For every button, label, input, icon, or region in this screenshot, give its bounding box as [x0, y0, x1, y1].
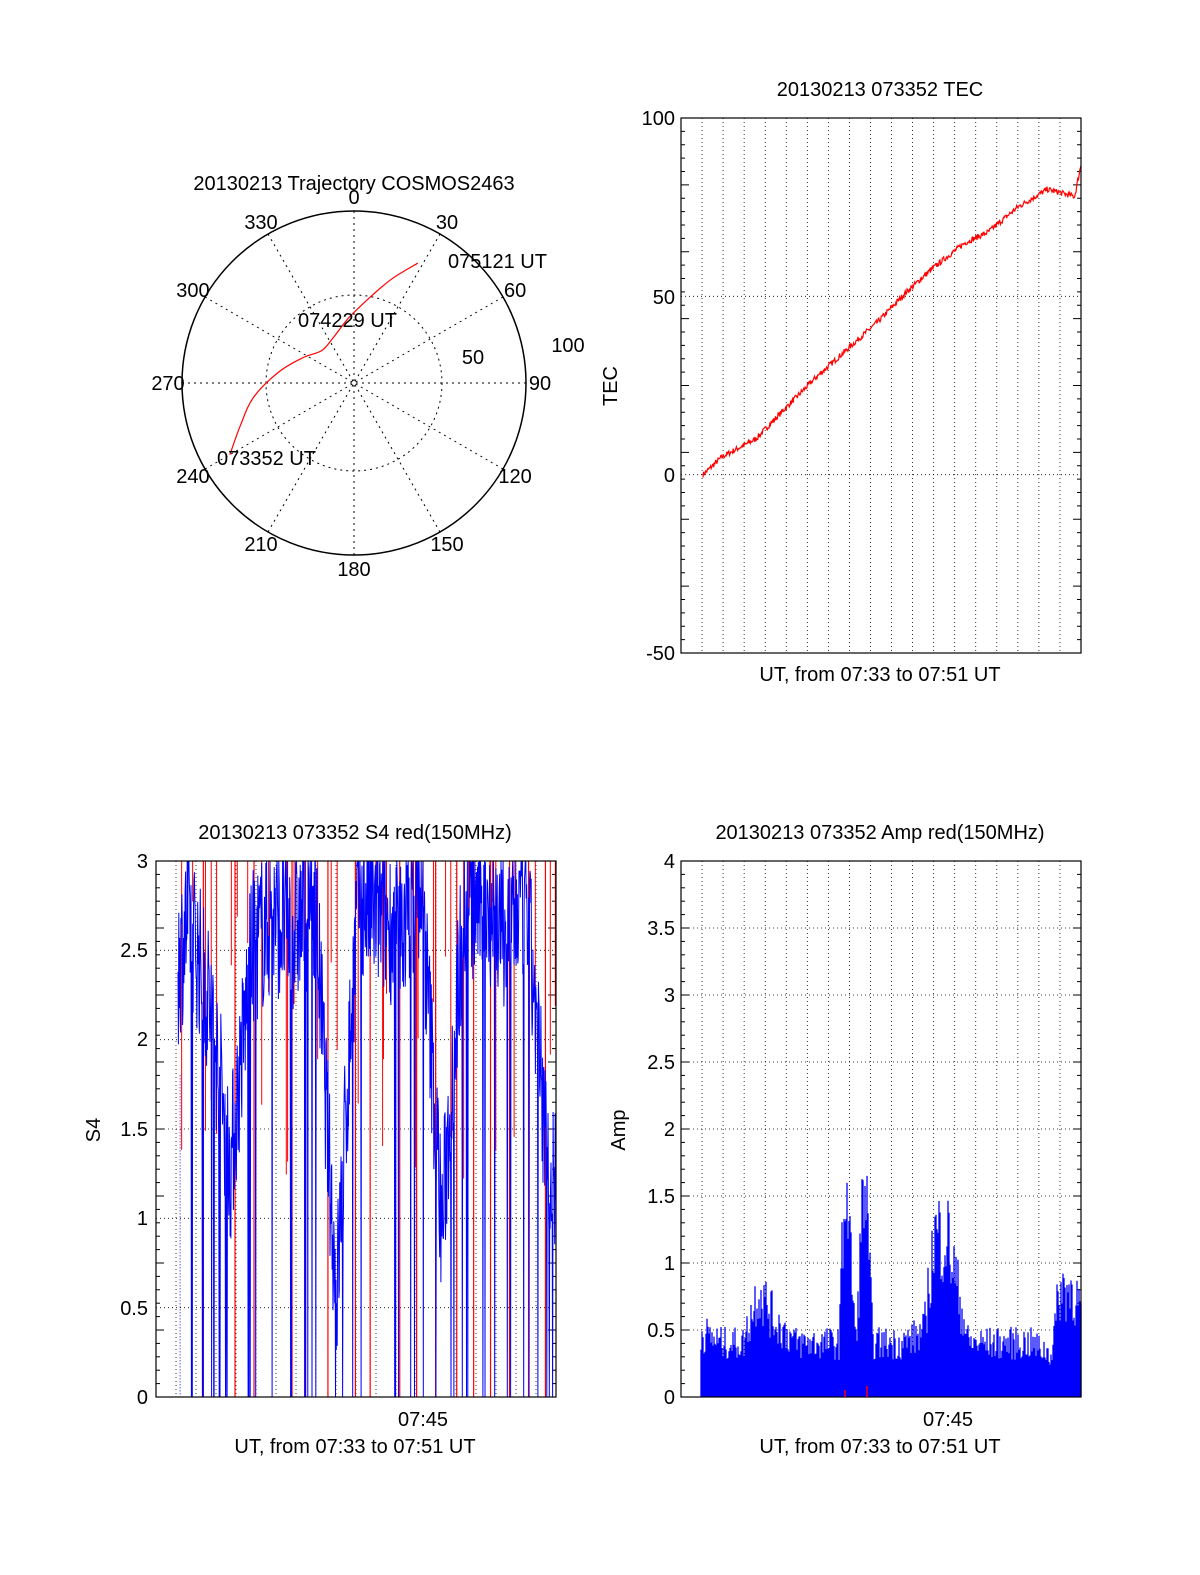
- tec-ytick-0: 0: [664, 465, 675, 487]
- amp-ylabel: Amp: [608, 1109, 630, 1150]
- s4-ytick-3: 3: [137, 851, 148, 873]
- polar-annotation-mid: 074229 UT: [298, 310, 397, 332]
- s4-ytick-2.5: 2.5: [120, 940, 148, 962]
- amp-ytick-4: 4: [664, 851, 675, 873]
- s4-ytick-1.5: 1.5: [120, 1119, 148, 1141]
- polar-azimuth-label-270: 270: [151, 373, 184, 395]
- tec-frame: [680, 117, 1082, 654]
- amp-ytick-1.5: 1.5: [647, 1186, 675, 1208]
- amp-ytick-3.5: 3.5: [647, 918, 675, 940]
- amp-ytick-2.5: 2.5: [647, 1052, 675, 1074]
- polar-azimuth-label-0: 0: [348, 187, 359, 209]
- polar-azimuth-label-240: 240: [176, 466, 209, 488]
- polar-azimuth-labels: 0 30 60 90 120 150 180 210 240 270 300 330: [151, 187, 551, 581]
- polar-azimuth-label-210: 210: [244, 534, 277, 556]
- tec-title: 20130213 073352 TEC: [777, 79, 983, 101]
- amp-xtick-0745: 07:45: [923, 1409, 973, 1431]
- tec-ylabel: TEC: [600, 366, 622, 406]
- amp-ytick-0: 0: [664, 1387, 675, 1409]
- s4-ytick-0.5: 0.5: [120, 1298, 148, 1320]
- amp-title: 20130213 073352 Amp red(150MHz): [715, 822, 1044, 844]
- s4-ytick-1: 1: [137, 1208, 148, 1230]
- polar-panel: 20130213 Trajectory COSMOS2463 0 30 60 90 12…: [151, 173, 584, 581]
- tec-ytick-100: 100: [642, 108, 675, 130]
- polar-annotation-end: 075121 UT: [448, 251, 547, 273]
- polar-azimuth-label-330: 330: [244, 212, 277, 234]
- tec-ytick-neg50: -50: [646, 643, 675, 665]
- polar-radial-label-50: 50: [462, 347, 484, 369]
- amp-frame: [680, 860, 1082, 1398]
- tec-ytick-50: 50: [653, 287, 675, 309]
- s4-ylabel: S4: [83, 1118, 105, 1142]
- s4-xtick-0745: 07:45: [398, 1409, 448, 1431]
- amp-ytick-0.5: 0.5: [647, 1320, 675, 1342]
- polar-title: 20130213 Trajectory COSMOS2463: [193, 173, 514, 195]
- s4-ytick-0: 0: [137, 1387, 148, 1409]
- polar-trajectory-line: [229, 262, 419, 455]
- polar-azimuth-label-300: 300: [176, 280, 209, 302]
- s4-ytick-2: 2: [137, 1029, 148, 1051]
- polar-azimuth-label-30: 30: [436, 212, 458, 234]
- amp-xlabel: UT, from 07:33 to 07:51 UT: [759, 1436, 1000, 1458]
- tec-series-line: [702, 165, 1082, 478]
- amp-grid: [681, 860, 1081, 1398]
- s4-grid: [156, 860, 556, 1398]
- s4-panel: 20130213 073352 S4 red(150MHz) 3 2.5 2 1…: [83, 822, 557, 1458]
- s4-xlabel: UT, from 07:33 to 07:51 UT: [234, 1436, 475, 1458]
- polar-radial-label-100: 100: [551, 335, 584, 357]
- s4-title: 20130213 073352 S4 red(150MHz): [198, 822, 512, 844]
- polar-azimuth-label-180: 180: [337, 559, 370, 581]
- amp-panel: 20130213 073352 Amp red(150MHz) 4 3.5 3 …: [608, 822, 1082, 1458]
- s4-frame: [155, 860, 557, 1398]
- amp-blue-series: [700, 1175, 1082, 1397]
- tec-panel: 20130213 073352 TEC 100 50 0 -50 TEC UT,…: [600, 79, 1082, 686]
- polar-azimuth-label-150: 150: [430, 534, 463, 556]
- polar-azimuth-label-120: 120: [498, 466, 531, 488]
- amp-ytick-2: 2: [664, 1119, 675, 1141]
- amp-ytick-1: 1: [664, 1253, 675, 1275]
- polar-azimuth-label-90: 90: [529, 373, 551, 395]
- amp-ytick-3: 3: [664, 985, 675, 1007]
- polar-annotation-start: 073352 UT: [217, 448, 316, 470]
- tec-xlabel: UT, from 07:33 to 07:51 UT: [759, 664, 1000, 686]
- tec-grid: [681, 117, 1081, 654]
- polar-azimuth-label-60: 60: [504, 280, 526, 302]
